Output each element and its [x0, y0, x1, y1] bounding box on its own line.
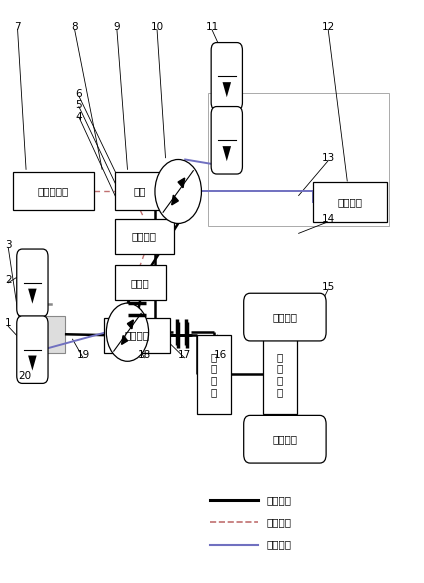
- Text: 5: 5: [75, 100, 82, 110]
- Text: 18: 18: [138, 350, 151, 360]
- Text: 2: 2: [5, 275, 11, 285]
- Text: 12: 12: [321, 22, 335, 32]
- FancyBboxPatch shape: [115, 265, 165, 300]
- Text: 6: 6: [75, 89, 82, 99]
- Text: 15: 15: [321, 282, 335, 292]
- Text: 右驱动轮: 右驱动轮: [272, 434, 297, 444]
- Text: 14: 14: [321, 214, 335, 224]
- Text: 20: 20: [19, 371, 32, 381]
- FancyBboxPatch shape: [197, 335, 231, 413]
- Text: 9: 9: [114, 22, 120, 32]
- Polygon shape: [28, 289, 36, 304]
- Text: 19: 19: [76, 350, 90, 360]
- Text: 17: 17: [178, 350, 191, 360]
- FancyBboxPatch shape: [17, 249, 48, 317]
- Text: 电机: 电机: [134, 186, 146, 196]
- Polygon shape: [127, 320, 134, 329]
- FancyBboxPatch shape: [104, 318, 170, 353]
- Text: 电气连接: 电气连接: [266, 517, 291, 528]
- Text: 机械连接: 机械连接: [266, 496, 291, 505]
- FancyBboxPatch shape: [263, 335, 296, 413]
- Text: 工作装置: 工作装置: [338, 197, 363, 207]
- Text: 13: 13: [321, 153, 335, 163]
- Text: 1: 1: [5, 318, 11, 328]
- Text: 16: 16: [214, 350, 227, 360]
- Text: 4: 4: [75, 112, 82, 122]
- Polygon shape: [223, 82, 231, 97]
- Polygon shape: [28, 356, 36, 371]
- Text: 10: 10: [151, 22, 164, 32]
- Text: 11: 11: [205, 22, 219, 32]
- Polygon shape: [178, 178, 185, 188]
- Text: 8: 8: [71, 22, 78, 32]
- FancyBboxPatch shape: [244, 293, 326, 341]
- Text: 发电机: 发电机: [131, 278, 150, 288]
- Text: 副分动箱: 副分动箱: [125, 330, 150, 340]
- FancyBboxPatch shape: [17, 316, 48, 384]
- FancyBboxPatch shape: [211, 107, 243, 174]
- FancyBboxPatch shape: [14, 172, 94, 210]
- Text: 3: 3: [5, 240, 11, 250]
- Text: 主
分
动
箱: 主 分 动 箱: [211, 352, 217, 397]
- Text: 液压连接: 液压连接: [266, 539, 291, 550]
- Text: 左驱动轮: 左驱动轮: [272, 312, 297, 322]
- FancyBboxPatch shape: [244, 415, 326, 463]
- Text: 动力电池: 动力电池: [132, 231, 157, 241]
- Polygon shape: [223, 146, 231, 161]
- Circle shape: [155, 160, 201, 223]
- Text: 7: 7: [14, 22, 21, 32]
- FancyBboxPatch shape: [115, 172, 165, 210]
- Polygon shape: [122, 336, 128, 345]
- FancyBboxPatch shape: [115, 219, 174, 254]
- FancyBboxPatch shape: [313, 182, 388, 222]
- Circle shape: [106, 303, 148, 361]
- Text: 电机控制器: 电机控制器: [38, 186, 69, 196]
- FancyBboxPatch shape: [211, 43, 243, 110]
- FancyBboxPatch shape: [19, 316, 65, 353]
- Polygon shape: [172, 195, 179, 205]
- Text: 主
减
速
器: 主 减 速 器: [276, 352, 283, 397]
